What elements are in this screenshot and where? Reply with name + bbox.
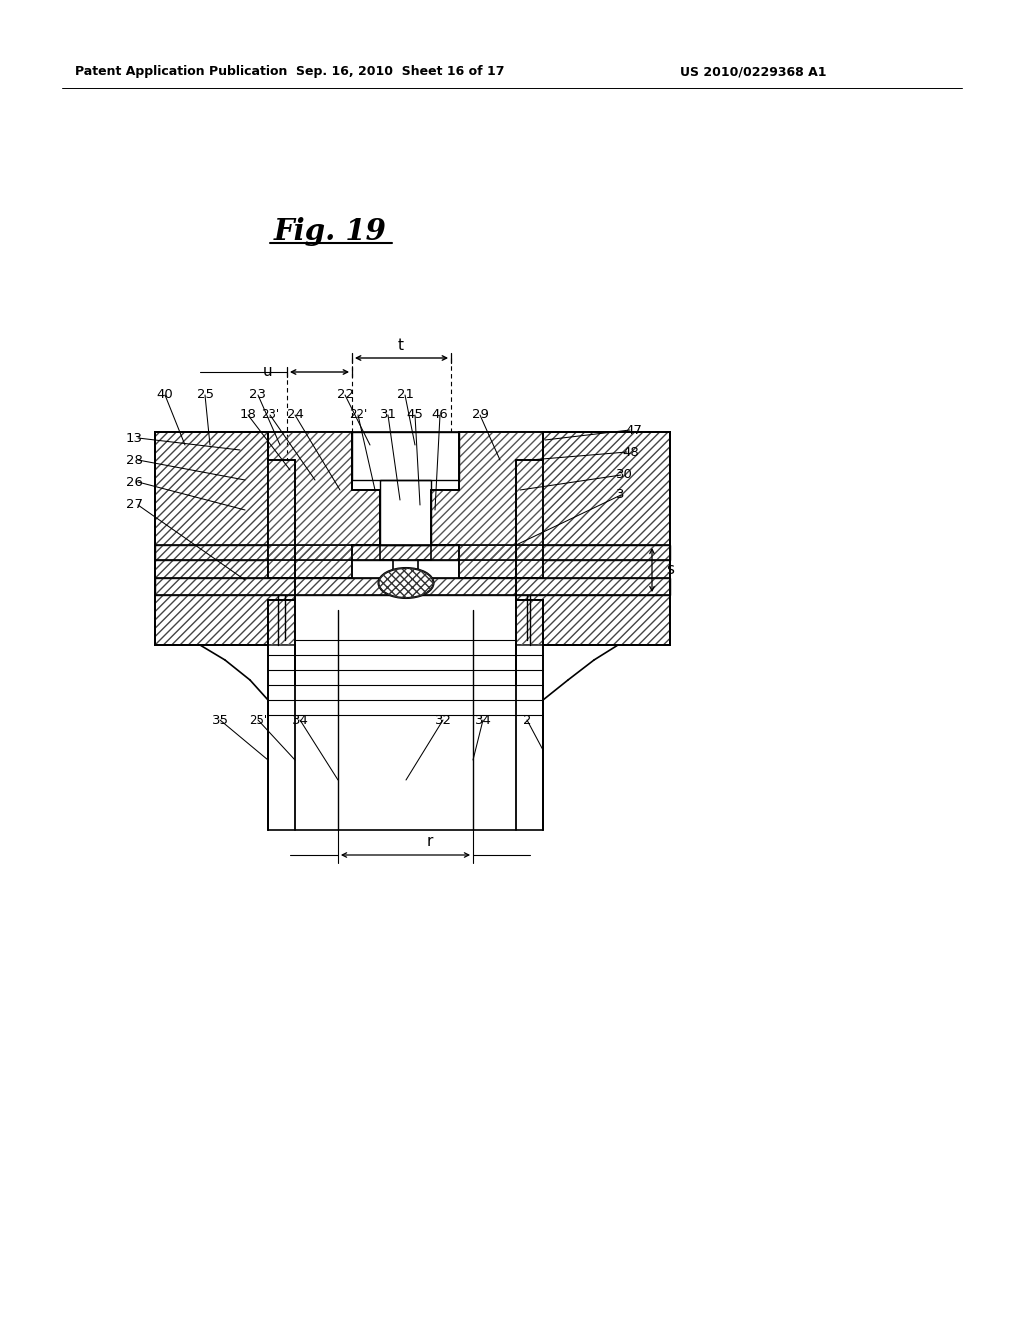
Text: 45: 45 [407, 408, 424, 421]
Polygon shape [431, 432, 543, 578]
Text: 25: 25 [197, 388, 213, 401]
Text: 22': 22' [349, 408, 368, 421]
Text: 26: 26 [126, 475, 143, 488]
Text: 35: 35 [212, 714, 228, 726]
Text: t: t [398, 338, 404, 352]
Text: 27: 27 [126, 499, 143, 511]
Text: 47: 47 [625, 424, 642, 437]
Polygon shape [516, 432, 670, 645]
Text: 40: 40 [157, 388, 173, 401]
Polygon shape [516, 601, 543, 645]
Text: 24: 24 [287, 408, 303, 421]
Text: 2: 2 [522, 714, 531, 726]
Text: s: s [666, 562, 674, 578]
Text: 30: 30 [616, 469, 633, 482]
Text: 18: 18 [240, 408, 256, 421]
Text: Patent Application Publication: Patent Application Publication [75, 66, 288, 78]
Text: 29: 29 [472, 408, 488, 421]
Polygon shape [268, 432, 380, 578]
Text: 28: 28 [126, 454, 143, 466]
Text: 32: 32 [434, 714, 452, 726]
Text: r: r [427, 834, 433, 850]
Text: 21: 21 [396, 388, 414, 401]
Text: u: u [263, 364, 272, 380]
Text: 13: 13 [126, 432, 143, 445]
Polygon shape [268, 601, 295, 645]
Text: 23: 23 [250, 388, 266, 401]
Polygon shape [155, 545, 670, 560]
Text: 25': 25' [249, 714, 267, 726]
Text: Sep. 16, 2010  Sheet 16 of 17: Sep. 16, 2010 Sheet 16 of 17 [296, 66, 504, 78]
Polygon shape [155, 578, 670, 595]
Text: Fig. 19: Fig. 19 [273, 218, 386, 247]
Text: 22: 22 [337, 388, 353, 401]
Text: 48: 48 [622, 446, 639, 458]
Text: 34: 34 [474, 714, 492, 726]
Polygon shape [155, 432, 295, 645]
Polygon shape [352, 432, 459, 545]
Ellipse shape [379, 568, 433, 598]
Text: 31: 31 [380, 408, 396, 421]
Text: 3: 3 [616, 488, 625, 502]
Text: 23': 23' [261, 408, 280, 421]
Text: 46: 46 [432, 408, 449, 421]
Text: US 2010/0229368 A1: US 2010/0229368 A1 [680, 66, 826, 78]
Text: 34: 34 [292, 714, 308, 726]
